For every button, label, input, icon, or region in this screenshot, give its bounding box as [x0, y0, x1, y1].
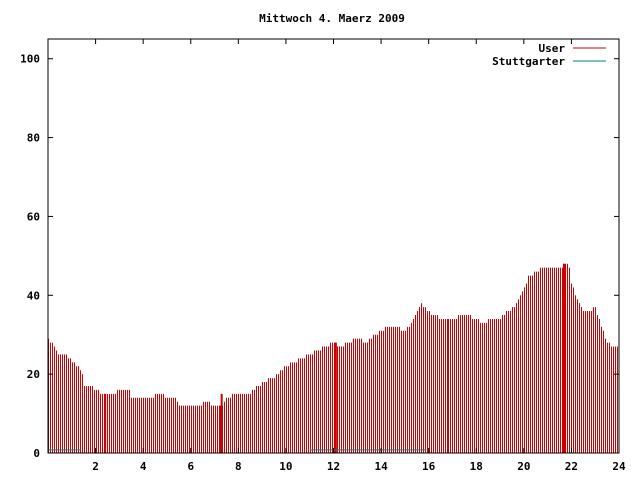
y-tick-label: 40 — [27, 289, 40, 302]
x-tick-label: 12 — [327, 460, 340, 473]
x-tick-label: 4 — [140, 460, 147, 473]
y-tick-label: 20 — [27, 368, 40, 381]
x-tick-label: 2 — [92, 460, 99, 473]
y-tick-label: 0 — [33, 447, 40, 460]
x-tick-label: 6 — [187, 460, 194, 473]
legend-label: User — [539, 42, 566, 55]
x-tick-label: 22 — [565, 460, 578, 473]
x-tick-label: 14 — [374, 460, 388, 473]
y-tick-label: 60 — [27, 210, 40, 223]
x-tick-label: 18 — [470, 460, 483, 473]
legend-label: Stuttgarter — [492, 55, 565, 68]
x-tick-label: 24 — [612, 460, 626, 473]
y-tick-label: 80 — [27, 132, 40, 145]
x-tick-label: 10 — [279, 460, 292, 473]
bars-layer — [48, 263, 618, 453]
x-tick-label: 16 — [422, 460, 436, 473]
x-tick-label: 20 — [517, 460, 530, 473]
chart-title: Mittwoch 4. Maerz 2009 — [259, 12, 405, 25]
x-tick-label: 8 — [235, 460, 242, 473]
plot-frame — [47, 38, 620, 454]
y-tick-label: 100 — [20, 53, 40, 66]
